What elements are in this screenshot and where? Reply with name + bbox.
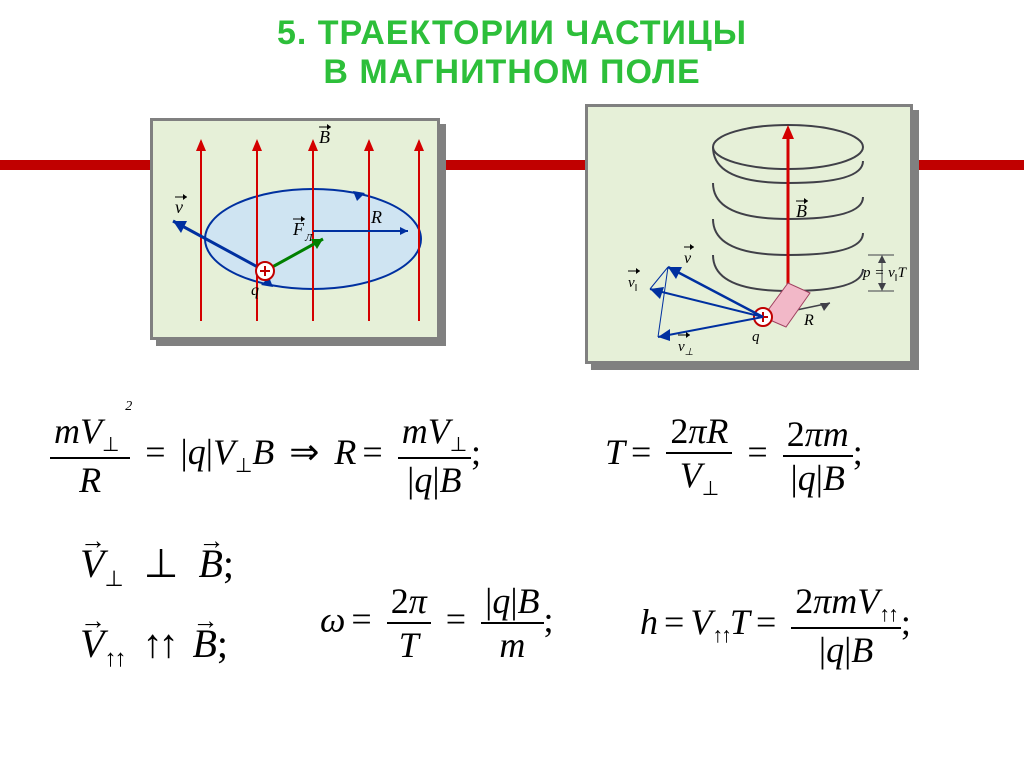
v-par-label: v‖ bbox=[628, 275, 638, 294]
title-line2: В МАГНИТНОМ ПОЛЕ bbox=[0, 53, 1024, 92]
field-arrowheads bbox=[196, 139, 424, 151]
diagram-helix: B R p = v‖T q v v‖ v⊥ bbox=[588, 107, 910, 361]
title-line1: 5. ТРАЕКТОРИИ ЧАСТИЦЫ bbox=[0, 14, 1024, 53]
v-label: v bbox=[175, 197, 183, 217]
v-perp-label: v⊥ bbox=[678, 339, 694, 358]
v-perp-vector bbox=[658, 317, 763, 337]
v-vector bbox=[668, 267, 763, 317]
r-label: R bbox=[370, 207, 382, 227]
formula-cond-parallel: V ↑↑ B; bbox=[80, 620, 228, 673]
formula-pitch: h=VT= 2πmV qB ; bbox=[640, 580, 911, 671]
b-label: B bbox=[319, 127, 330, 147]
q-label: q bbox=[251, 282, 259, 299]
formula-cond-perp: V⊥ ⊥ B; bbox=[80, 540, 234, 592]
f-label: F bbox=[292, 219, 305, 239]
svg-text:Л: Л bbox=[304, 232, 313, 244]
formula-radius: mV⊥2 R = qV⊥B ⇒ R= mV⊥ qB ; bbox=[50, 410, 481, 501]
v-par-vector bbox=[650, 289, 763, 317]
q-label-right: q bbox=[752, 329, 760, 345]
r-label-right: R bbox=[803, 312, 814, 329]
slide-title: 5. ТРАЕКТОРИИ ЧАСТИЦЫ В МАГНИТНОМ ПОЛЕ bbox=[0, 0, 1024, 92]
diagram-circular: B R F Л v q bbox=[153, 121, 437, 337]
formula-omega: ω= 2π T = qB m ; bbox=[320, 580, 554, 666]
pitch-label: p = v‖T bbox=[862, 265, 908, 284]
panel-left: B R F Л v q bbox=[150, 118, 440, 340]
b-label-right: B bbox=[796, 201, 807, 221]
formula-period: T= 2πR V⊥ = 2πm qB ; bbox=[605, 410, 863, 501]
v-label: v bbox=[684, 250, 692, 267]
panel-right: B R p = v‖T q v v‖ v⊥ bbox=[585, 104, 913, 364]
formula-area: mV⊥2 R = qV⊥B ⇒ R= mV⊥ qB ; T= 2πR V⊥ = … bbox=[50, 400, 990, 740]
